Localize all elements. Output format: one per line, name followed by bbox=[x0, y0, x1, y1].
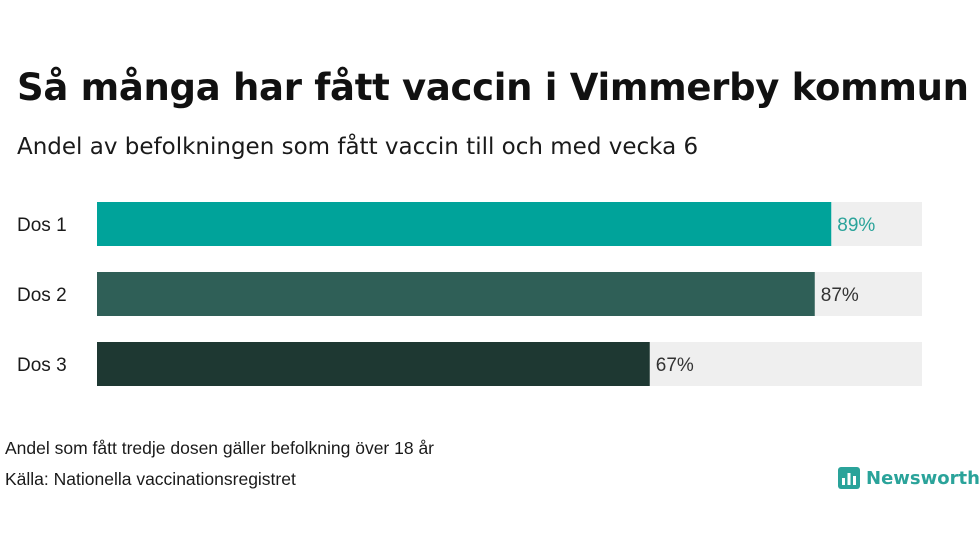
category-label-dos-3: Dos 3 bbox=[17, 355, 67, 376]
bar-chart-logo-icon bbox=[838, 467, 860, 489]
newsworthy-logo: Newsworthy bbox=[838, 465, 980, 491]
value-label-dos-1: 89% bbox=[837, 215, 875, 236]
bar-dos-1 bbox=[97, 202, 832, 246]
chart-title: Så många har fått vaccin i Vimmerby komm… bbox=[17, 66, 969, 109]
value-label-dos-3: 67% bbox=[656, 355, 694, 376]
source-note: Källa: Nationella vaccinationsregistret bbox=[5, 469, 296, 489]
logo-text: Newsworthy bbox=[866, 467, 980, 489]
footnote-third-dose: Andel som fått tredje dosen gäller befol… bbox=[5, 438, 435, 458]
value-label-dos-2: 87% bbox=[821, 285, 859, 306]
bar-chart: Dos 1 89% Dos 2 87% Dos 3 67% bbox=[17, 202, 922, 386]
bar-dos-2 bbox=[97, 272, 815, 316]
category-label-dos-2: Dos 2 bbox=[17, 285, 67, 306]
bar-dos-3 bbox=[97, 342, 650, 386]
chart-subtitle: Andel av befolkningen som fått vaccin ti… bbox=[17, 134, 699, 160]
category-label-dos-1: Dos 1 bbox=[17, 215, 67, 236]
